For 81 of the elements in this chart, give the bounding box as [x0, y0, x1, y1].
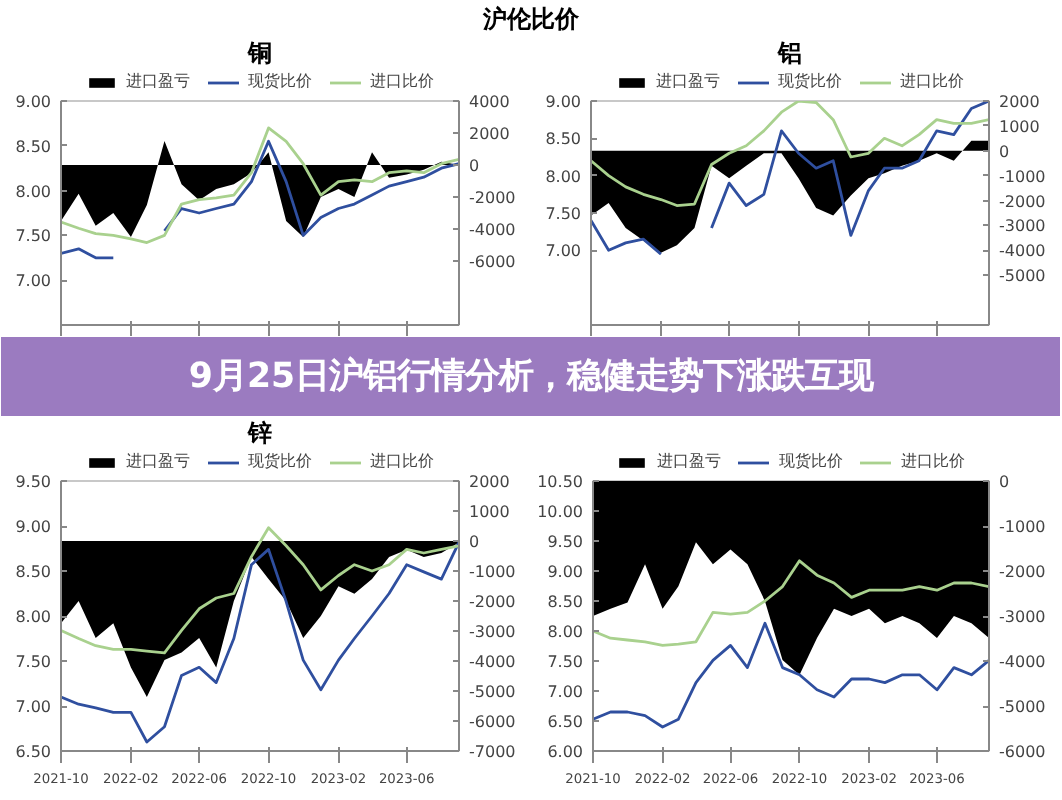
y-tick-label: 8.50 — [545, 130, 581, 149]
y2-tick-label: -3000 — [999, 608, 1046, 626]
line-series — [593, 621, 989, 729]
y2-tick-label: -4000 — [999, 653, 1046, 671]
legend-label: 现货比价 — [779, 450, 843, 472]
y-tick-label: 8.00 — [15, 182, 51, 201]
y-tick-label: 8.00 — [545, 167, 581, 186]
legend-label: 进口比价 — [901, 450, 965, 472]
legend-label: 进口盈亏 — [126, 450, 190, 472]
line-series — [61, 526, 459, 655]
y2-tick-label: -6000 — [469, 713, 516, 731]
chart-title: 铜 — [246, 38, 272, 67]
y2-tick-label: 4000 — [469, 93, 510, 111]
y-tick-label: 10.00 — [537, 503, 584, 521]
legend-label: 现货比价 — [248, 70, 312, 92]
y2-tick-label: 0 — [469, 533, 480, 551]
line-series — [593, 559, 989, 647]
y-tick-label: 9.00 — [545, 93, 581, 111]
y2-tick-label: -5000 — [999, 267, 1046, 286]
y2-tick-label: -4000 — [999, 242, 1046, 261]
legend-label: 进口盈亏 — [126, 70, 190, 92]
y-tick-label: 8.50 — [547, 593, 583, 611]
chart-title: 铝 — [776, 38, 802, 67]
y2-tick-label: -1000 — [469, 563, 516, 581]
y-tick-label: 9.00 — [15, 93, 51, 111]
line-series — [591, 101, 989, 207]
y2-tick-label: -1000 — [999, 518, 1046, 536]
legend-label: 现货比价 — [778, 70, 842, 92]
y2-tick-label: 1000 — [999, 117, 1040, 136]
y2-tick-label: -5000 — [999, 698, 1046, 716]
chart-title: 锌 — [246, 418, 272, 447]
y-tick-label: 7.50 — [15, 653, 51, 671]
y2-tick-label: 0 — [999, 142, 1010, 161]
y2-tick-label: -3000 — [469, 623, 516, 641]
y-tick-label: 9.50 — [547, 533, 583, 551]
text: 9月25日沪铝行情分析，稳健走势下涨跌互现 — [188, 357, 876, 397]
legend-label: 进口比价 — [900, 70, 964, 92]
y2-tick-label: -4000 — [469, 221, 516, 239]
line-series — [61, 126, 459, 244]
y-tick-label: 7.50 — [547, 653, 583, 671]
y2-tick-label: 2000 — [469, 125, 510, 143]
y-tick-label: 6.50 — [15, 743, 51, 761]
y-tick-label: 7.00 — [15, 698, 51, 716]
y2-tick-label: 2000 — [469, 473, 510, 491]
legend-label: 现货比价 — [248, 450, 312, 472]
legend-label: 进口比价 — [370, 450, 434, 472]
y2-tick-label: -1000 — [999, 167, 1046, 186]
y2-tick-label: -7000 — [469, 743, 516, 761]
y2-tick-label: -2000 — [999, 192, 1046, 211]
y-tick-label: 7.00 — [547, 683, 583, 701]
y-tick-label: 8.00 — [547, 623, 583, 641]
y-tick-label: 9.00 — [547, 563, 583, 581]
legend-label: 进口比价 — [370, 70, 434, 92]
y-tick-label: 9.00 — [15, 518, 51, 536]
y2-tick-label: 0 — [999, 473, 1010, 491]
text: 沪伦比价 — [481, 5, 581, 33]
y2-tick-label: -6000 — [999, 743, 1046, 761]
y-tick-label: 7.50 — [545, 205, 581, 223]
y-tick-label: 8.50 — [15, 137, 51, 156]
y2-tick-label: -4000 — [469, 653, 516, 671]
y-tick-label: 8.00 — [15, 608, 51, 626]
y2-tick-label: -6000 — [469, 253, 516, 271]
y-tick-label: 10.50 — [537, 473, 584, 491]
y-tick-label: 7.00 — [545, 242, 581, 261]
line-series — [61, 540, 459, 744]
y2-tick-label: -2000 — [469, 189, 516, 207]
y-tick-label: 8.50 — [15, 563, 51, 581]
y-tick-label: 6.50 — [547, 713, 583, 731]
legend-label: 进口盈亏 — [656, 70, 720, 92]
y-tick-label: 6.00 — [547, 743, 583, 761]
y2-tick-label: 0 — [469, 157, 480, 175]
y2-tick-label: -2000 — [999, 563, 1046, 581]
y2-tick-label: -3000 — [999, 217, 1046, 236]
y2-tick-label: -5000 — [469, 683, 516, 701]
y-tick-label: 7.00 — [15, 272, 51, 291]
y2-tick-label: 2000 — [999, 93, 1040, 111]
y-tick-label: 7.50 — [15, 227, 51, 246]
legend-label: 进口盈亏 — [657, 450, 721, 472]
y2-tick-label: 1000 — [469, 503, 510, 521]
y-tick-label: 9.50 — [15, 473, 51, 491]
y2-tick-label: -2000 — [469, 593, 516, 611]
